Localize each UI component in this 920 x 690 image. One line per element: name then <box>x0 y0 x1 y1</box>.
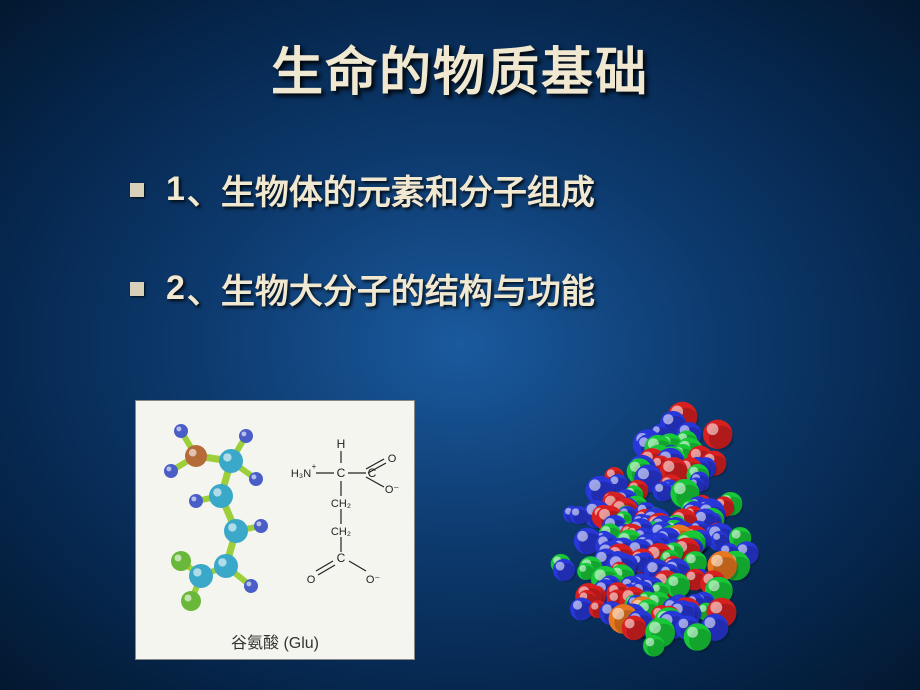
svg-text:O: O <box>388 453 397 465</box>
image-row: HH₃N+CCOO⁻CH₂CH₂COO⁻ 谷氨酸 (Glu) <box>0 400 920 660</box>
bullet-text: 生物大分子的结构与功能 <box>221 264 595 313</box>
svg-text:C: C <box>337 551 346 565</box>
bullet-item: 2、生物大分子的结构与功能 <box>130 264 920 313</box>
bullet-list: 1、生物体的元素和分子组成 2、生物大分子的结构与功能 <box>130 165 920 313</box>
svg-text:O⁻: O⁻ <box>366 574 381 586</box>
svg-text:O: O <box>307 574 316 586</box>
protein-image-right <box>505 400 785 660</box>
bullet-sep: 、 <box>187 165 221 214</box>
image-caption: 谷氨酸 (Glu) <box>231 629 319 653</box>
protein-diagram <box>505 400 785 660</box>
svg-text:CH₂: CH₂ <box>331 498 351 510</box>
bullet-text: 生物体的元素和分子组成 <box>221 165 595 214</box>
svg-text:O⁻: O⁻ <box>385 484 400 496</box>
svg-text:H₃N: H₃N <box>291 468 311 480</box>
bullet-sep: 、 <box>187 264 221 313</box>
svg-text:C: C <box>368 466 377 480</box>
svg-text:H: H <box>337 437 346 451</box>
ball-stick-diagram: HH₃N+CCOO⁻CH₂CH₂COO⁻ <box>136 401 416 641</box>
bullet-number: 1 <box>166 170 185 209</box>
svg-text:+: + <box>312 462 317 471</box>
svg-text:C: C <box>337 466 346 480</box>
slide-title: 生命的物质基础 <box>0 0 920 105</box>
bullet-number: 2 <box>166 269 185 308</box>
bullet-item: 1、生物体的元素和分子组成 <box>130 165 920 214</box>
bullet-marker-icon <box>130 282 144 296</box>
svg-text:CH₂: CH₂ <box>331 526 351 538</box>
molecule-image-left: HH₃N+CCOO⁻CH₂CH₂COO⁻ 谷氨酸 (Glu) <box>135 400 415 660</box>
bullet-marker-icon <box>130 183 144 197</box>
